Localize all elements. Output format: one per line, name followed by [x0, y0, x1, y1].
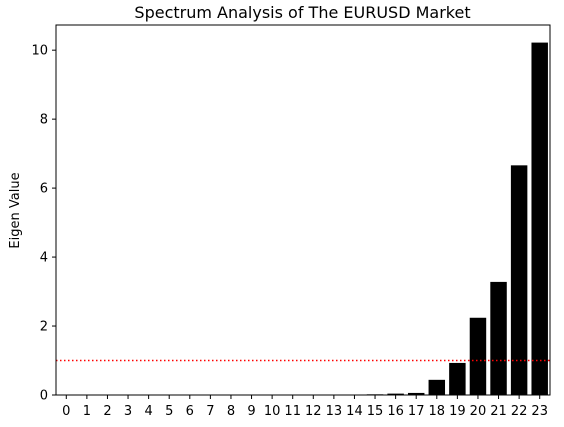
x-tick-label: 22: [511, 404, 528, 419]
x-tick-label: 14: [346, 404, 363, 419]
x-tick-label: 15: [367, 404, 384, 419]
x-tick-label: 17: [408, 404, 425, 419]
x-tick-label: 21: [490, 404, 507, 419]
bar-18: [428, 379, 446, 395]
y-axis-label: Eigen Value: [8, 172, 23, 248]
y-tick-label: 0: [40, 389, 48, 404]
x-tick-label: 4: [144, 404, 152, 419]
x-tick-label: 13: [326, 404, 343, 419]
bar-21: [490, 281, 507, 395]
x-tick-label: 11: [284, 404, 301, 419]
y-tick-label: 10: [31, 44, 48, 59]
plot-frame: [55, 24, 551, 396]
x-tick-label: 9: [247, 404, 255, 419]
x-tick-label: 6: [186, 404, 194, 419]
y-tick-label: 8: [40, 113, 48, 128]
bar-22: [510, 165, 528, 395]
bar-19: [449, 362, 466, 395]
x-tick-label: 8: [227, 404, 235, 419]
x-tick-label: 20: [470, 404, 487, 419]
bar-16: [387, 393, 404, 395]
y-tick-label: 2: [40, 320, 48, 335]
bars: [366, 42, 548, 396]
x-tick-label: 7: [206, 404, 214, 419]
y-axis: 0 2 4 6 8 10: [31, 44, 56, 404]
y-tick-label: 4: [40, 251, 48, 266]
bar-20: [469, 317, 487, 395]
bar-23: [531, 42, 548, 396]
x-tick-label: 12: [305, 404, 322, 419]
chart-title: Spectrum Analysis of The EURUSD Market: [134, 3, 470, 22]
x-tick-label: 23: [531, 404, 548, 419]
x-tick-label: 16: [387, 404, 404, 419]
x-tick-label: 5: [165, 404, 173, 419]
x-tick-label: 18: [429, 404, 446, 419]
x-axis: 0 1 2 3 4 5 6 7 8 9 10 11 12 13 14 15 16 17 18 19 20 21 22 23: [62, 395, 548, 419]
x-tick-label: 0: [62, 404, 70, 419]
bar-17: [407, 392, 425, 395]
x-tick-label: 3: [124, 404, 132, 419]
x-tick-label: 19: [449, 404, 466, 419]
y-tick-label: 6: [40, 182, 48, 197]
x-tick-label: 1: [83, 404, 91, 419]
x-tick-label: 10: [264, 404, 281, 419]
x-tick-label: 2: [103, 404, 111, 419]
